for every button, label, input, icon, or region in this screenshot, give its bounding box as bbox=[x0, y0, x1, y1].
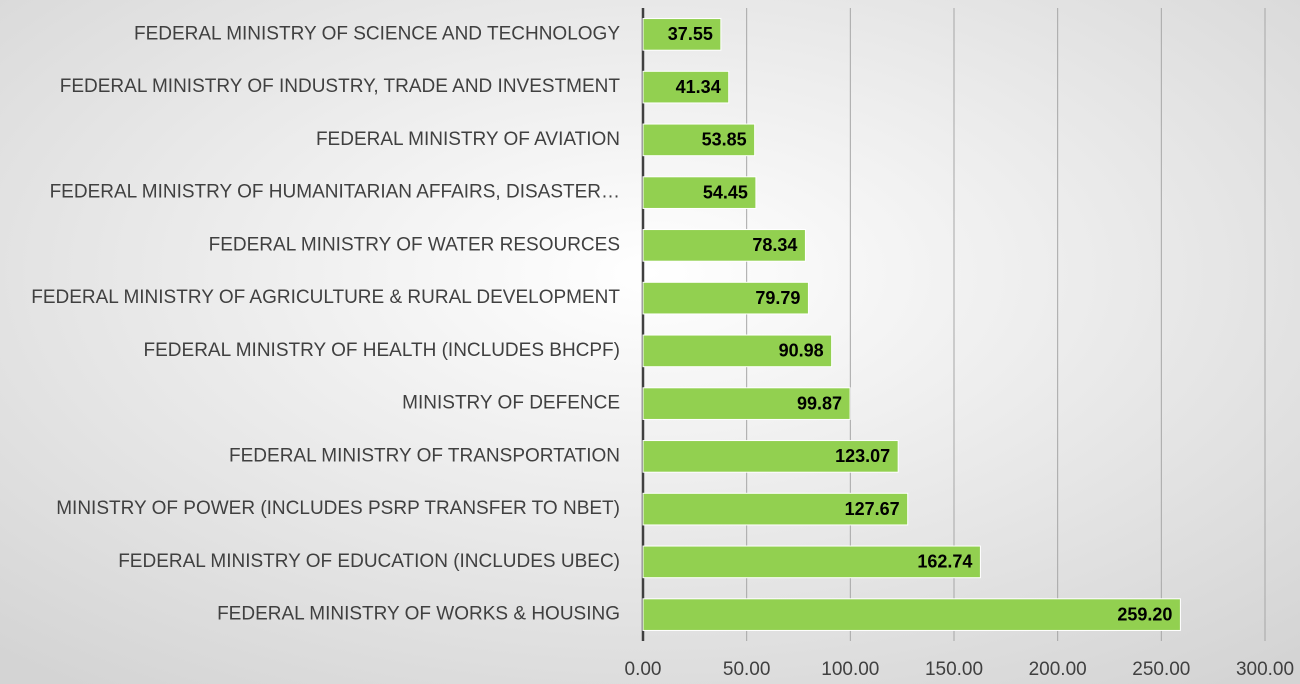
y-tick-label: FEDERAL MINISTRY OF INDUSTRY, TRADE AND … bbox=[60, 76, 621, 97]
bar bbox=[642, 334, 833, 368]
y-tick-label: FEDERAL MINISTRY OF AGRICULTURE & RURAL … bbox=[31, 287, 620, 308]
bar bbox=[642, 70, 730, 104]
value-label: 78.34 bbox=[752, 235, 797, 255]
value-label: 79.79 bbox=[755, 288, 800, 308]
x-tick-label: 200.00 bbox=[1029, 659, 1087, 680]
value-label: 123.07 bbox=[835, 446, 890, 466]
y-tick-label: FEDERAL MINISTRY OF TRANSPORTATION bbox=[229, 445, 620, 466]
x-tick-label: 100.00 bbox=[821, 659, 879, 680]
value-label: 162.74 bbox=[917, 552, 972, 572]
value-label: 41.34 bbox=[676, 77, 721, 97]
y-tick-label: FEDERAL MINISTRY OF AVIATION bbox=[316, 129, 620, 150]
bar bbox=[642, 545, 981, 579]
value-label: 37.55 bbox=[668, 24, 713, 44]
y-tick-label: MINISTRY OF DEFENCE bbox=[402, 393, 620, 414]
bar bbox=[642, 123, 756, 157]
bar bbox=[642, 176, 757, 209]
y-tick-label: FEDERAL MINISTRY OF SCIENCE AND TECHNOLO… bbox=[134, 23, 620, 44]
bar bbox=[642, 387, 851, 420]
value-label: 259.20 bbox=[1117, 604, 1172, 624]
bar bbox=[642, 440, 899, 473]
grid bbox=[641, 8, 1266, 641]
bar bbox=[642, 229, 806, 262]
labels: 0.00 50.00 100.00 150.00 200.00 250.00 300.00 F… bbox=[31, 23, 1294, 680]
value-label: 90.98 bbox=[779, 341, 824, 361]
y-tick-label: MINISTRY OF POWER (INCLUDES PSRP TRANSFE… bbox=[56, 498, 620, 519]
x-tick-label: 50.00 bbox=[723, 659, 771, 680]
bars bbox=[642, 18, 1181, 631]
y-tick-label: FEDERAL MINISTRY OF WATER RESOURCES bbox=[209, 234, 620, 255]
y-tick-label: FEDERAL MINISTRY OF WORKS & HOUSING bbox=[217, 604, 620, 625]
value-label: 127.67 bbox=[845, 499, 900, 519]
y-tick-label: FEDERAL MINISTRY OF EDUCATION (INCLUDES … bbox=[118, 551, 620, 572]
bar bbox=[642, 492, 909, 526]
bar bbox=[642, 281, 809, 315]
x-tick-label: 250.00 bbox=[1132, 659, 1190, 680]
value-label: 99.87 bbox=[797, 393, 842, 413]
value-label: 54.45 bbox=[703, 182, 748, 202]
x-tick-label: 300.00 bbox=[1236, 659, 1294, 680]
bar bbox=[642, 18, 722, 51]
x-tick-label: 0.00 bbox=[625, 659, 662, 680]
y-tick-label: FEDERAL MINISTRY OF HEALTH (INCLUDES BHC… bbox=[144, 340, 620, 361]
y-tick-label: FEDERAL MINISTRY OF HUMANITARIAN AFFAIRS… bbox=[50, 182, 620, 203]
bar bbox=[642, 598, 1181, 631]
value-label: 53.85 bbox=[702, 130, 747, 150]
x-tick-label: 150.00 bbox=[925, 659, 983, 680]
